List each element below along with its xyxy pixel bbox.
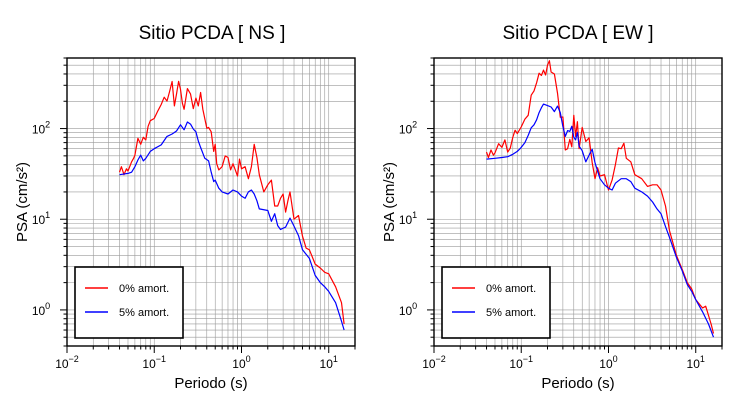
chart-title: Sitio PCDA [ EW ] (503, 23, 654, 44)
x-tick-label: 10−2 (55, 354, 79, 371)
legend-box (441, 266, 551, 339)
x-tick-label: 100 (232, 354, 250, 371)
series-line-1 (118, 80, 345, 325)
chart-panel-1: Sitio PCDA [ NS ] 10−2 10−1 100 101 100 101 102… (14, 23, 356, 392)
plot-frame (433, 57, 723, 347)
x-axis-label: Periodo (s) (541, 375, 614, 392)
x-tick-label: 10−1 (509, 354, 533, 371)
legend: 0% amort. 5% amort. (441, 266, 551, 339)
x-tick-label: 101 (687, 354, 705, 371)
y-tick-label: 102 (32, 120, 50, 137)
x-tick-label: 10−1 (142, 354, 166, 371)
series-line-2 (486, 103, 715, 338)
y-tick-label: 100 (32, 301, 50, 318)
grid (67, 58, 355, 346)
x-tick-label: 101 (320, 354, 338, 371)
y-tick-label: 101 (399, 210, 417, 227)
legend-label: 0% amort. (486, 283, 536, 295)
plot-frame (66, 57, 356, 347)
legend-label: 0% amort. (119, 283, 169, 295)
y-tick-label: 101 (32, 210, 50, 227)
y-tick-label: 100 (399, 301, 417, 318)
legend-label: 5% amort. (486, 307, 536, 319)
legend-box (74, 266, 184, 339)
chart-title: Sitio PCDA [ NS ] (139, 23, 286, 44)
y-axis-label: PSA (cm/s²) (14, 162, 31, 242)
chart-panel-2: Sitio PCDA [ EW ] 10−2 10−1 100 101 100 101 102… (381, 23, 723, 392)
tick-marks (427, 57, 723, 353)
x-tick-label: 10−2 (422, 354, 446, 371)
series-line-2 (119, 121, 345, 331)
legend-label: 5% amort. (119, 307, 169, 319)
y-axis-label: PSA (cm/s²) (381, 162, 398, 242)
tick-marks (60, 57, 356, 353)
x-tick-label: 100 (599, 354, 617, 371)
series-line-1 (485, 60, 715, 334)
x-axis-label: Periodo (s) (174, 375, 247, 392)
y-tick-label: 102 (399, 120, 417, 137)
legend: 0% amort. 5% amort. (74, 266, 184, 339)
